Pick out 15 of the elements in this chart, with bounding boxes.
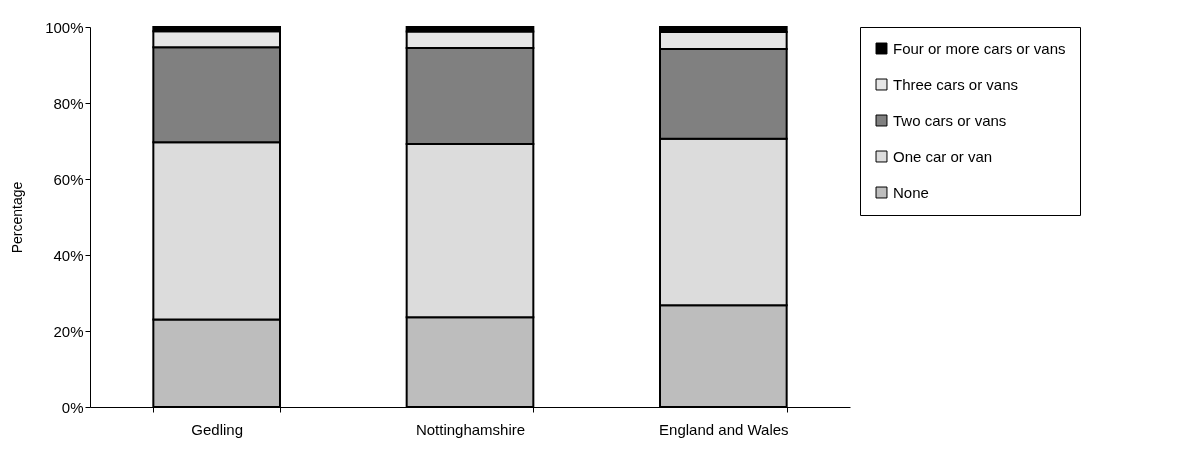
legend-label: One car or van xyxy=(893,147,993,165)
legend-label: Four or more cars or vans xyxy=(893,39,1066,57)
x-tick-label: Nottinghamshire xyxy=(415,420,526,438)
y-tick-label: 100% xyxy=(45,18,84,36)
legend-label: Three cars or vans xyxy=(893,75,1019,93)
y-tick-label: 60% xyxy=(53,170,84,188)
y-tick-label: 80% xyxy=(53,94,84,112)
x-tick-label: England and Wales xyxy=(659,420,789,438)
y-tick-label: 20% xyxy=(53,322,84,340)
legend-label: Two cars or vans xyxy=(893,111,1007,129)
legend-label: None xyxy=(893,183,929,201)
y-axis-title: Percentage xyxy=(9,181,26,254)
y-tick-label: 0% xyxy=(61,398,84,416)
y-tick-label: 40% xyxy=(53,246,84,264)
x-tick-label: Gedling xyxy=(191,420,244,438)
